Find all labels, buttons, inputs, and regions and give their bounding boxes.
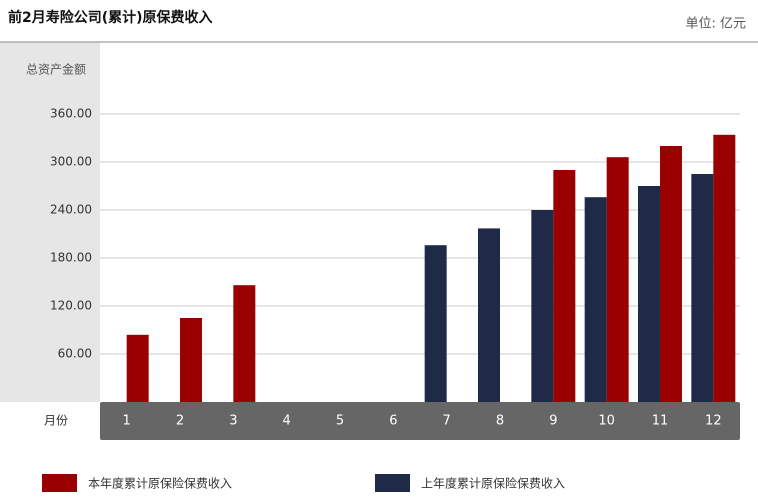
bar — [531, 210, 554, 402]
bar — [180, 318, 202, 402]
x-tick-label: 2 — [176, 414, 184, 429]
legend-swatch — [42, 474, 77, 492]
x-tick-label: 1 — [123, 414, 131, 429]
y-axis-label: 总资产金额 — [26, 62, 86, 77]
y-axis-panel — [0, 42, 100, 402]
bar — [691, 174, 714, 402]
bar — [553, 170, 576, 402]
x-tick-label: 4 — [283, 414, 291, 429]
bar — [126, 334, 149, 402]
chart-title: 前2月寿险公司(累计)原保费收入 — [8, 9, 213, 26]
bar — [424, 245, 447, 402]
x-axis-band — [100, 402, 740, 440]
x-tick-label: 7 — [443, 414, 451, 429]
unit-label: 单位: 亿元 — [685, 17, 746, 32]
bar — [584, 197, 607, 402]
bar — [233, 285, 256, 402]
x-tick-label: 10 — [598, 414, 615, 429]
legend-swatch — [375, 474, 410, 492]
x-tick-label: 6 — [389, 414, 397, 429]
bar — [660, 146, 682, 402]
y-tick-label: 240.00 — [50, 203, 92, 217]
bar — [478, 228, 500, 402]
x-tick-label: 8 — [496, 414, 504, 429]
bar — [638, 186, 660, 402]
y-tick-label: 120.00 — [50, 299, 92, 313]
x-tick-label: 5 — [336, 414, 344, 429]
x-tick-label: 3 — [229, 414, 237, 429]
x-tick-label: 9 — [549, 414, 557, 429]
y-tick-label: 360.00 — [50, 107, 92, 121]
bar — [606, 157, 629, 402]
x-tick-label: 12 — [705, 414, 722, 429]
y-tick-label: 300.00 — [50, 155, 92, 169]
x-tick-label: 11 — [652, 414, 669, 429]
legend-label: 上年度累计原保险保费收入 — [421, 476, 565, 491]
bar — [713, 134, 736, 403]
y-tick-label: 60.00 — [58, 347, 92, 361]
x-axis-label: 月份 — [44, 414, 68, 428]
legend-label: 本年度累计原保险保费收入 — [88, 476, 232, 491]
y-tick-label: 180.00 — [50, 251, 92, 265]
